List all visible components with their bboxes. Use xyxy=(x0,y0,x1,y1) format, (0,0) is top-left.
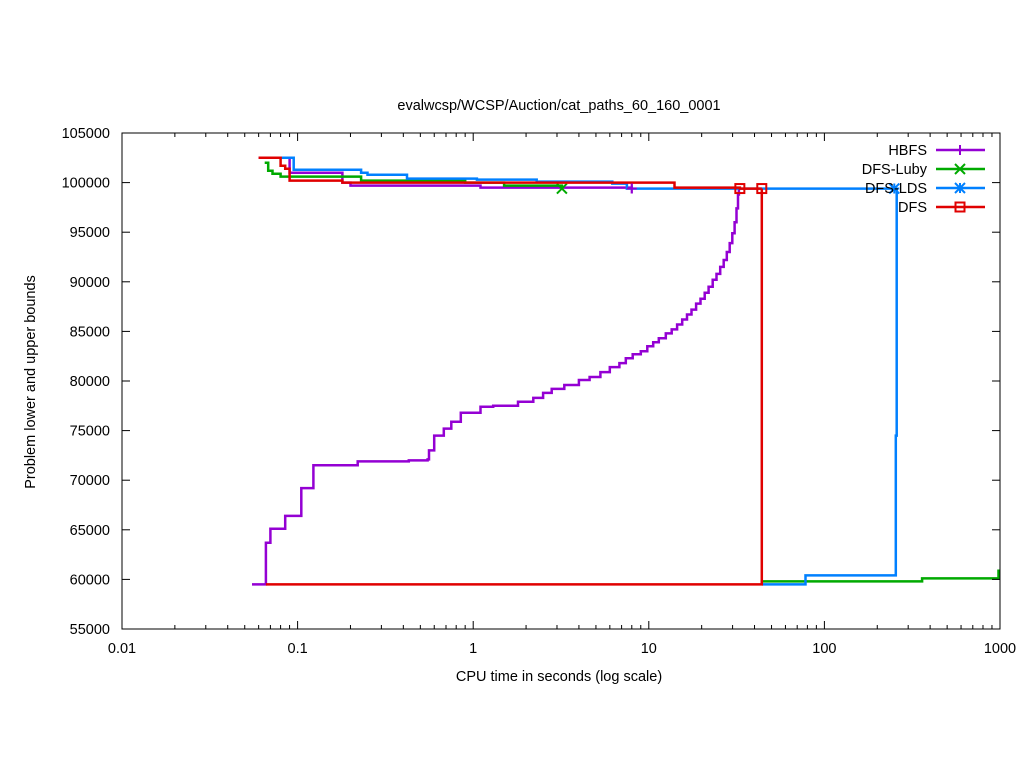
y-tick-label: 55000 xyxy=(70,622,110,638)
y-tick-label: 105000 xyxy=(62,126,110,142)
dfs-luby-upper-end-marker xyxy=(556,182,568,195)
y-tick-label: 70000 xyxy=(70,473,110,489)
dfs-lower-bound-line xyxy=(265,188,764,586)
dfs-upper-end-marker xyxy=(756,183,768,195)
y-tick-label: 85000 xyxy=(70,324,110,340)
axis-layer: 55000 60000 65000 70000 75000 80000 85000 90000… xyxy=(62,126,1017,657)
hbfs-lower-bound-line xyxy=(252,188,741,586)
y-tick-label: 100000 xyxy=(62,176,110,192)
legend-label-hbfs: HBFS xyxy=(888,143,927,159)
dfs-lds-upper-bound-line xyxy=(275,156,895,190)
y-tick-label: 75000 xyxy=(70,424,110,440)
chart-title: evalwcsp/WCSP/Auction/cat_paths_60_160_0… xyxy=(397,98,720,114)
legend-marker-dfs-luby xyxy=(954,163,966,175)
y-tick-label: 95000 xyxy=(70,225,110,241)
plot-frame xyxy=(121,132,1001,630)
x-tick-label: 1000 xyxy=(984,641,1016,657)
hbfs-end-marker xyxy=(626,183,637,194)
dfs-lds-upper-end-marker xyxy=(888,182,900,195)
dfs-upper-bound-line xyxy=(258,156,762,190)
y-tick-label: 60000 xyxy=(70,572,110,588)
legend-label-dfs-luby: DFS-Luby xyxy=(862,162,928,178)
x-tick-label: 10 xyxy=(641,641,657,657)
x-tick-label: 1 xyxy=(469,641,477,657)
hbfs-upper-bound-line xyxy=(258,156,634,189)
legend-marker-dfs-lds xyxy=(954,182,966,194)
y-axis-label: Problem lower and upper bounds xyxy=(23,275,39,489)
x-tick-label: 0.01 xyxy=(108,641,136,657)
series-layer xyxy=(252,156,1000,586)
dfs-mid-marker xyxy=(734,183,746,195)
legend-label-dfs: DFS xyxy=(898,200,927,216)
y-tick-label: 65000 xyxy=(70,523,110,539)
dfs-luby-upper-bound-line xyxy=(264,161,564,189)
dfs-lds-lower-bound-line xyxy=(761,188,898,586)
y-tick-label: 80000 xyxy=(70,374,110,390)
x-axis-label: CPU time in seconds (log scale) xyxy=(456,669,662,685)
legend-label-dfs-lds: DFS-LDS xyxy=(865,181,927,197)
legend-marker-dfs xyxy=(954,201,966,213)
x-tick-label: 0.1 xyxy=(288,641,308,657)
legend: HBFS DFS-Luby DFS-LDS DFS xyxy=(862,143,985,216)
x-tick-label: 100 xyxy=(812,641,836,657)
legend-marker-hbfs xyxy=(955,145,965,155)
y-tick-label: 90000 xyxy=(70,275,110,291)
